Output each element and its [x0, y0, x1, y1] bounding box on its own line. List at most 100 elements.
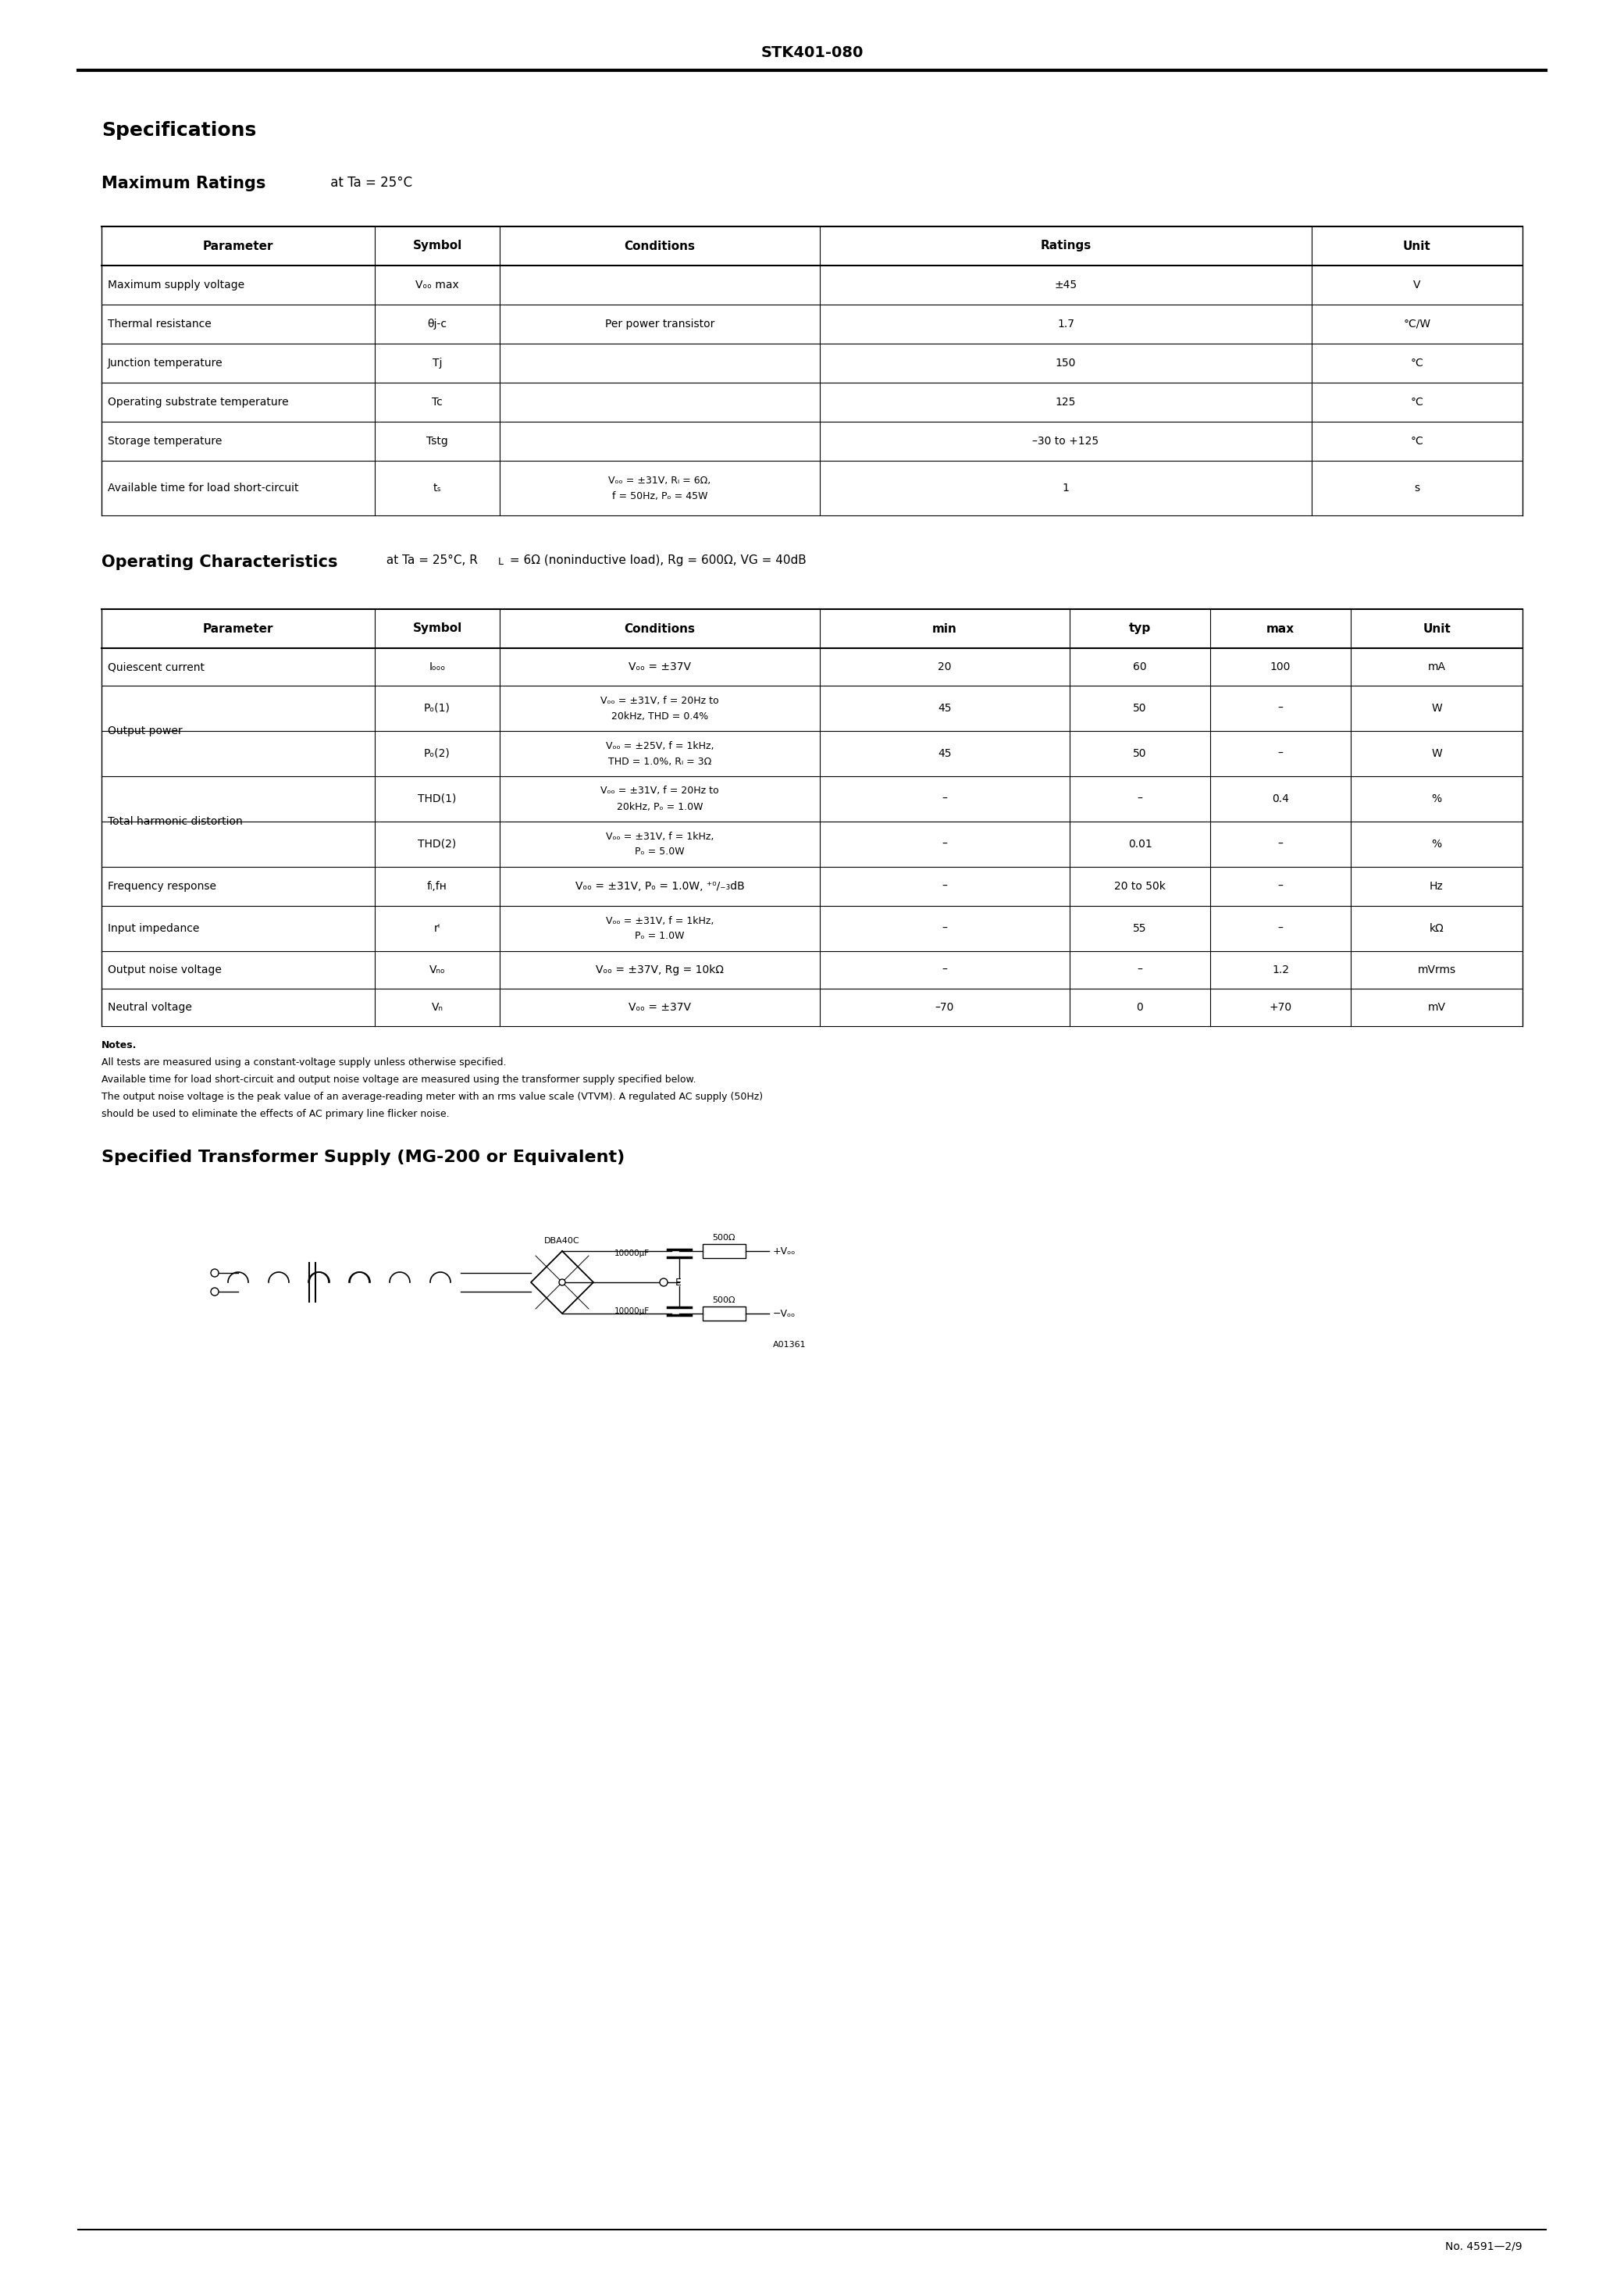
- Text: Maximum Ratings: Maximum Ratings: [101, 175, 266, 191]
- Text: Hz: Hz: [1429, 882, 1444, 891]
- Text: °C: °C: [1411, 358, 1424, 369]
- Text: 50: 50: [1134, 747, 1147, 759]
- Text: Notes.: Notes.: [101, 1041, 136, 1050]
- Text: –: –: [942, 838, 947, 850]
- Text: 45: 45: [939, 704, 952, 713]
- Text: THD(1): THD(1): [417, 793, 456, 804]
- Text: °C: °C: [1411, 435, 1424, 446]
- Text: Parameter: Parameter: [203, 622, 273, 636]
- Text: min: min: [932, 622, 957, 636]
- Text: 125: 125: [1056, 396, 1077, 408]
- Text: Specified Transformer Supply (MG-200 or Equivalent): Specified Transformer Supply (MG-200 or …: [101, 1150, 625, 1164]
- Text: Unit: Unit: [1403, 239, 1431, 253]
- Text: at Ta = 25°C: at Ta = 25°C: [326, 175, 412, 189]
- Text: –70: –70: [935, 1002, 955, 1014]
- Text: 150: 150: [1056, 358, 1077, 369]
- Text: –: –: [942, 793, 947, 804]
- Text: Tc: Tc: [432, 396, 443, 408]
- Text: Vₒₒ = ±31V, f = 1kHz,: Vₒₒ = ±31V, f = 1kHz,: [606, 831, 715, 841]
- Text: Output power: Output power: [107, 724, 182, 736]
- Text: Vₒₒ = ±31V, Rₗ = 6Ω,: Vₒₒ = ±31V, Rₗ = 6Ω,: [609, 476, 711, 485]
- Text: Vₒₒ = ±31V, f = 1kHz,: Vₒₒ = ±31V, f = 1kHz,: [606, 916, 715, 925]
- Text: Per power transistor: Per power transistor: [606, 319, 715, 330]
- Text: Vₒₒ = ±37V: Vₒₒ = ±37V: [628, 661, 690, 672]
- Text: at Ta = 25°C, R: at Ta = 25°C, R: [383, 554, 477, 567]
- Text: 500Ω: 500Ω: [713, 1296, 736, 1305]
- Text: –: –: [1137, 964, 1143, 975]
- Text: Unit: Unit: [1423, 622, 1450, 636]
- Text: 60: 60: [1134, 661, 1147, 672]
- Text: All tests are measured using a constant-voltage supply unless otherwise specifie: All tests are measured using a constant-…: [101, 1057, 507, 1068]
- Text: Vₙ: Vₙ: [432, 1002, 443, 1014]
- Text: +Vₒₒ: +Vₒₒ: [773, 1246, 796, 1255]
- Text: Input impedance: Input impedance: [107, 923, 200, 934]
- Text: θj-c: θj-c: [427, 319, 447, 330]
- Text: –: –: [942, 964, 947, 975]
- Text: DBA40C: DBA40C: [544, 1237, 580, 1244]
- Text: typ: typ: [1129, 622, 1151, 636]
- Text: 20kHz, THD = 0.4%: 20kHz, THD = 0.4%: [611, 711, 708, 722]
- Text: Tj: Tj: [432, 358, 442, 369]
- Text: Total harmonic distortion: Total harmonic distortion: [107, 816, 242, 827]
- Text: Frequency response: Frequency response: [107, 882, 216, 891]
- Text: W: W: [1431, 747, 1442, 759]
- Text: –: –: [942, 923, 947, 934]
- Text: mA: mA: [1427, 661, 1445, 672]
- Ellipse shape: [559, 1280, 565, 1285]
- Text: –: –: [1278, 882, 1283, 891]
- Text: Vₒₒ = ±37V, Rg = 10kΩ: Vₒₒ = ±37V, Rg = 10kΩ: [596, 964, 724, 975]
- Text: Tstg: Tstg: [427, 435, 448, 446]
- Text: 1.2: 1.2: [1272, 964, 1289, 975]
- Text: Conditions: Conditions: [624, 239, 695, 253]
- Text: Vₒₒ max: Vₒₒ max: [416, 280, 460, 292]
- Text: Vₙₒ: Vₙₒ: [429, 964, 445, 975]
- Text: The output noise voltage is the peak value of an average-reading meter with an r: The output noise voltage is the peak val…: [101, 1091, 763, 1103]
- Text: rᴵ: rᴵ: [434, 923, 440, 934]
- Text: Operating Characteristics: Operating Characteristics: [101, 554, 338, 570]
- Text: Available time for load short-circuit and output noise voltage are measured usin: Available time for load short-circuit an…: [101, 1075, 697, 1084]
- Text: mVrms: mVrms: [1418, 964, 1455, 975]
- Text: Conditions: Conditions: [624, 622, 695, 636]
- Text: Storage temperature: Storage temperature: [107, 435, 222, 446]
- Ellipse shape: [659, 1278, 667, 1287]
- Text: 45: 45: [939, 747, 952, 759]
- Text: Quiescent current: Quiescent current: [107, 661, 205, 672]
- Text: Symbol: Symbol: [412, 622, 461, 636]
- Text: –: –: [1137, 793, 1143, 804]
- Text: THD(2): THD(2): [417, 838, 456, 850]
- Text: ±45: ±45: [1054, 280, 1077, 292]
- Text: L: L: [499, 556, 503, 567]
- Text: Pₒ = 1.0W: Pₒ = 1.0W: [635, 932, 685, 941]
- Text: 55: 55: [1134, 923, 1147, 934]
- Text: −Vₒₒ: −Vₒₒ: [773, 1308, 796, 1319]
- Text: THD = 1.0%, Rₗ = 3Ω: THD = 1.0%, Rₗ = 3Ω: [607, 756, 711, 765]
- Bar: [703, 1244, 745, 1257]
- Text: –: –: [1278, 838, 1283, 850]
- Text: 1.7: 1.7: [1057, 319, 1075, 330]
- Text: Junction temperature: Junction temperature: [107, 358, 222, 369]
- Text: Parameter: Parameter: [203, 239, 273, 253]
- Text: Pₒ = 5.0W: Pₒ = 5.0W: [635, 847, 685, 857]
- Text: f = 50Hz, Pₒ = 45W: f = 50Hz, Pₒ = 45W: [612, 490, 708, 501]
- Text: s: s: [1415, 483, 1419, 494]
- Text: –: –: [1278, 923, 1283, 934]
- Text: –: –: [1278, 704, 1283, 713]
- Text: STK401-080: STK401-080: [760, 46, 864, 59]
- Text: Pₒ(2): Pₒ(2): [424, 747, 450, 759]
- Text: Iₒₒₒ: Iₒₒₒ: [429, 661, 445, 672]
- Text: Vₒₒ = ±31V, Pₒ = 1.0W, ⁺⁰/₋₃dB: Vₒₒ = ±31V, Pₒ = 1.0W, ⁺⁰/₋₃dB: [575, 882, 744, 891]
- Text: Available time for load short-circuit: Available time for load short-circuit: [107, 483, 299, 494]
- Text: 1: 1: [1062, 483, 1069, 494]
- Text: tₛ: tₛ: [434, 483, 442, 494]
- Text: Output noise voltage: Output noise voltage: [107, 964, 221, 975]
- Text: +70: +70: [1268, 1002, 1291, 1014]
- Text: 50: 50: [1134, 704, 1147, 713]
- Text: Vₒₒ = ±25V, f = 1kHz,: Vₒₒ = ±25V, f = 1kHz,: [606, 740, 715, 752]
- Text: Ratings: Ratings: [1041, 239, 1091, 253]
- Text: fₗ,fʜ: fₗ,fʜ: [427, 882, 447, 891]
- Text: 10000μF: 10000μF: [614, 1308, 650, 1314]
- Bar: [703, 1308, 745, 1321]
- Text: E: E: [676, 1278, 682, 1287]
- Text: –: –: [1278, 747, 1283, 759]
- Text: 20 to 50k: 20 to 50k: [1114, 882, 1166, 891]
